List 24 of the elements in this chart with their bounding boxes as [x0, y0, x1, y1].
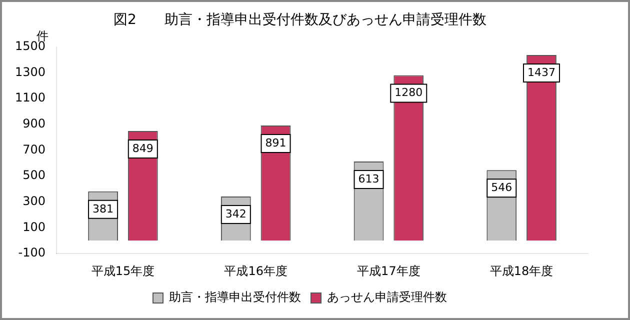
y-axis-title: 件: [36, 28, 49, 43]
y-tick-label: 700: [22, 142, 46, 156]
y-tick-label: 300: [22, 194, 46, 208]
y-tick-label: 500: [22, 168, 46, 182]
y-tick-label: -100: [18, 246, 46, 260]
y-tick-label: 100: [22, 220, 46, 234]
y-tick-label: 900: [22, 116, 46, 130]
data-label: 342: [225, 207, 246, 220]
data-label: 1437: [527, 66, 556, 79]
chart-title: 図2 助言・指導申出受付件数及びあっせん申請受理件数: [114, 12, 486, 28]
data-label: 1280: [394, 86, 423, 100]
y-tick-label: 1300: [14, 64, 46, 79]
x-tick-label: 平成18年度: [490, 264, 554, 278]
x-tick-label: 平成16年度: [224, 264, 288, 278]
x-tick-label: 平成17年度: [357, 264, 420, 278]
y-tick-label: 1100: [14, 90, 46, 105]
data-label: 891: [265, 136, 286, 150]
data-label: 381: [92, 202, 114, 216]
legend-label: 助言・指導申出受付件数: [169, 290, 301, 304]
x-tick-label: 平成15年度: [91, 264, 155, 278]
data-label: 849: [132, 142, 154, 155]
data-label: 546: [491, 180, 512, 194]
data-label: 613: [358, 172, 380, 186]
legend-label: あっせん申請受理件数: [327, 290, 447, 304]
